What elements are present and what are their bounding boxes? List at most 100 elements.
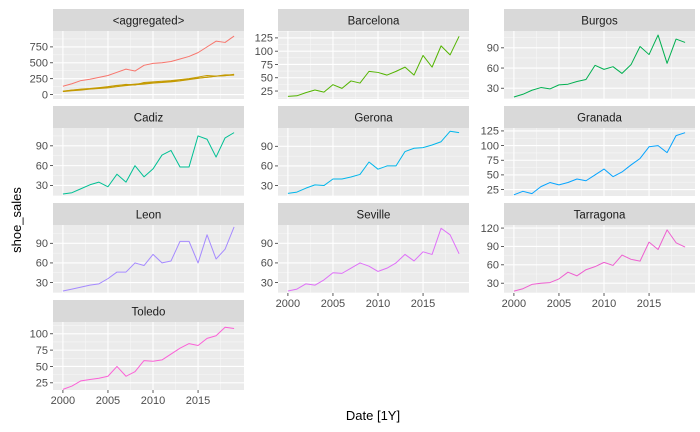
series-line-tarragona [513,229,686,292]
panel-strip [504,106,695,128]
y-tick-label: 750 [30,42,48,54]
panel-strip [53,300,244,322]
series-line-cadiz [62,132,235,195]
y-tick-label: 125 [255,33,273,45]
panel-plot-area [504,225,695,293]
panel-title: <aggregated> [113,16,185,28]
y-tick-label: 30 [261,180,273,192]
x-tick-label: 2015 [186,395,210,407]
y-tick-label: 90 [36,238,48,250]
y-tick-label: 100 [255,46,273,58]
x-tick-label: 2000 [51,395,75,407]
y-tick-label: 25 [487,184,499,196]
series-line-gerona [287,130,460,194]
panel-strip [504,203,695,225]
panel-aggregated: <aggregated> 0 250 500 750 [30,9,244,101]
panel-plot-area [53,225,244,293]
y-tick-label: 30 [261,277,273,289]
y-tick-label: 50 [261,73,273,85]
panel-toledo: Toledo 25 50 75 100 2000 2005 2010 2015 [30,300,244,407]
y-tick-label: 75 [487,155,499,167]
panel-title: Leon [136,210,162,222]
y-tick-label: 75 [36,345,48,357]
series-line-leon [62,226,235,292]
x-tick-label: 2005 [96,395,120,407]
y-tick-label: 60 [261,161,273,173]
y-tick-label: 60 [487,63,499,75]
panel-gerona: Gerona 30 60 90 [261,106,469,196]
series-line-burgos [513,34,686,98]
y-tick-label: 30 [487,83,499,95]
series-line-granada [513,132,686,196]
y-tick-label: 60 [487,260,499,272]
series-line-aggregated_components-3 [62,74,235,93]
y-tick-label: 60 [36,160,48,172]
panel-strip [278,106,469,128]
x-tick-label: 2015 [411,298,435,310]
x-axis-title: Date [1Y] [346,408,400,423]
x-tick-label: 2000 [502,298,526,310]
y-tick-label: 60 [36,258,48,270]
panel-title: Barcelona [348,16,400,28]
facet-panels: <aggregated>0250500750Barcelona255075100… [30,9,695,407]
y-tick-label: 30 [36,180,48,192]
panel-title: Tarragona [574,210,626,222]
panel-plot-area [53,31,244,99]
y-tick-label: 90 [487,43,499,55]
x-tick-label: 2000 [276,298,300,310]
panel-leon: Leon 30 60 90 [36,203,244,293]
panel-strip [53,203,244,225]
y-tick-label: 75 [261,59,273,71]
panel-burgos: Burgos 30 60 90 [487,9,695,99]
y-tick-label: 30 [487,278,499,290]
y-tick-label: 90 [487,241,499,253]
panel-strip [53,9,244,31]
panel-plot-area [53,322,244,390]
x-tick-label: 2005 [321,298,345,310]
y-tick-label: 90 [261,141,273,153]
panel-title: Granada [577,113,622,125]
x-tick-label: 2015 [637,298,661,310]
y-tick-label: 90 [261,238,273,250]
y-tick-label: 60 [261,258,273,270]
panel-plot-area [504,31,695,99]
y-tick-label: 500 [30,58,48,70]
y-tick-label: 25 [261,86,273,98]
panel-title: Seville [357,210,391,222]
x-tick-label: 2010 [592,298,616,310]
panel-strip [504,9,695,31]
y-tick-label: 90 [36,141,48,153]
panel-title: Burgos [581,16,618,28]
panel-strip [53,106,244,128]
y-tick-label: 250 [30,73,48,85]
panel-plot-area [53,128,244,196]
y-tick-label: 120 [481,223,499,235]
series-line-barcelona [287,36,460,97]
x-tick-label: 2010 [366,298,390,310]
y-tick-label: 50 [36,361,48,373]
y-tick-label: 25 [36,378,48,390]
panel-tarragona: Tarragona 30 60 90 120 2000 2005 2010 2015 [481,203,695,310]
panel-title: Toledo [132,307,166,319]
panel-seville: Seville 30 60 90 2000 2005 2010 2015 [261,203,469,310]
panel-plot-area [278,225,469,293]
x-tick-label: 2010 [141,395,165,407]
y-axis-title: shoe_sales [9,187,24,253]
panel-strip [278,203,469,225]
panel-granada: Granada 25 50 75 100 125 [481,106,695,196]
series-line-toledo [62,326,235,390]
series-line-aggregated_total-0 [62,35,235,87]
y-tick-label: 30 [36,277,48,289]
panel-plot-area [504,128,695,196]
panel-title: Cadiz [134,113,164,125]
panel-plot-area [278,128,469,196]
y-tick-label: 50 [487,170,499,182]
panel-cadiz: Cadiz 30 60 90 [36,106,244,196]
y-tick-label: 100 [30,329,48,341]
y-tick-label: 0 [42,89,48,101]
series-line-seville [287,227,460,292]
y-tick-label: 125 [481,126,499,138]
y-tick-label: 100 [481,140,499,152]
